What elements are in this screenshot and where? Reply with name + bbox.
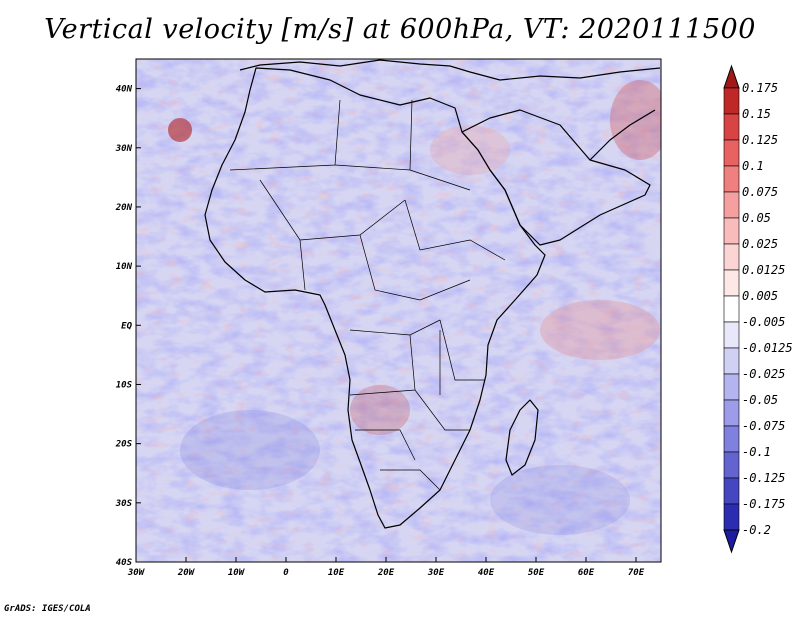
colorbar-segment — [723, 451, 740, 479]
colorbar-label: 0.025 — [742, 237, 778, 251]
colorbar-label: 0.15 — [742, 107, 771, 121]
colorbar-label: -0.025 — [742, 367, 785, 381]
colorbar-label: 0.125 — [742, 133, 778, 147]
colorbar-label: -0.0125 — [742, 341, 793, 355]
colorbar-label: -0.005 — [742, 315, 785, 329]
colorbar-segment — [723, 321, 740, 349]
plot-frame — [135, 58, 662, 563]
y-tick-label: 10N — [116, 262, 133, 272]
colorbar-segment — [723, 113, 740, 141]
colorbar-label: 0.0125 — [742, 263, 785, 277]
y-tick-label: 30S — [115, 499, 133, 509]
colorbar-label: -0.175 — [742, 497, 785, 511]
x-axis: 30W 20W 10W 0 10E 20E 30E 40E 50E 60E 70E — [127, 557, 645, 578]
velocity-field — [136, 59, 661, 562]
y-tick-label: 20S — [115, 440, 133, 450]
x-tick-label: 30W — [127, 568, 146, 578]
chart-title: Vertical velocity [m/s] at 600hPa, VT: 2… — [44, 14, 756, 45]
colorbar-segment — [723, 347, 740, 375]
colorbar-label: 0.1 — [742, 159, 764, 173]
x-tick-label: 0 — [283, 568, 289, 578]
x-tick-label: 10W — [228, 568, 246, 578]
colorbar-top-arrow — [723, 64, 740, 89]
credit-text: GrADS: IGES/COLA — [4, 604, 91, 614]
y-axis: 40N 30N 20N 10N EQ 10S 20S 30S 40S — [115, 85, 141, 568]
colorbar-segment — [723, 477, 740, 505]
y-tick-label: 40N — [116, 85, 133, 95]
colorbar-segment — [723, 373, 740, 401]
colorbar-label: -0.05 — [742, 393, 778, 407]
x-tick-label: 40E — [478, 568, 495, 578]
x-tick-label: 50E — [528, 568, 545, 578]
colorbar-segment — [723, 139, 740, 167]
colorbar-label: 0.005 — [742, 289, 778, 303]
colorbar-label: -0.075 — [742, 419, 785, 433]
colorbar-label: -0.125 — [742, 471, 785, 485]
colorbar-segment — [723, 217, 740, 245]
colorbar-segment — [723, 503, 740, 531]
x-tick-label: 20W — [177, 568, 196, 578]
y-tick-label: 20N — [115, 203, 133, 213]
x-tick-label: 60E — [578, 568, 595, 578]
y-tick-label: 40S — [116, 558, 133, 568]
colorbar-label: 0.175 — [742, 81, 778, 95]
x-tick-label: 10E — [328, 568, 345, 578]
colorbar-label: -0.2 — [742, 523, 771, 537]
y-tick-label: 10S — [116, 380, 133, 390]
colorbar-segment — [723, 399, 740, 427]
y-tick-label: 30N — [115, 144, 133, 154]
colorbar-label: -0.1 — [742, 445, 771, 459]
colorbar: 0.175 0.15 0.125 0.1 0.075 0.05 0.025 0.0125 0.0… — [723, 64, 793, 554]
colorbar-segment — [723, 269, 740, 297]
colorbar-bottom-arrow — [723, 529, 740, 554]
colorbar-segment — [723, 87, 740, 115]
colorbar-segment — [723, 425, 740, 453]
x-tick-label: 70E — [628, 568, 645, 578]
coastlines — [204, 59, 661, 529]
colorbar-label: 0.075 — [742, 185, 778, 199]
colorbar-segment — [723, 295, 740, 323]
colorbar-segment — [723, 243, 740, 271]
colorbar-segment — [723, 191, 740, 219]
x-tick-label: 20E — [377, 568, 395, 578]
country-borders — [229, 99, 506, 491]
y-tick-label: EQ — [121, 321, 132, 331]
colorbar-label: 0.05 — [742, 211, 771, 225]
x-tick-label: 30E — [427, 568, 445, 578]
colorbar-segment — [723, 165, 740, 193]
